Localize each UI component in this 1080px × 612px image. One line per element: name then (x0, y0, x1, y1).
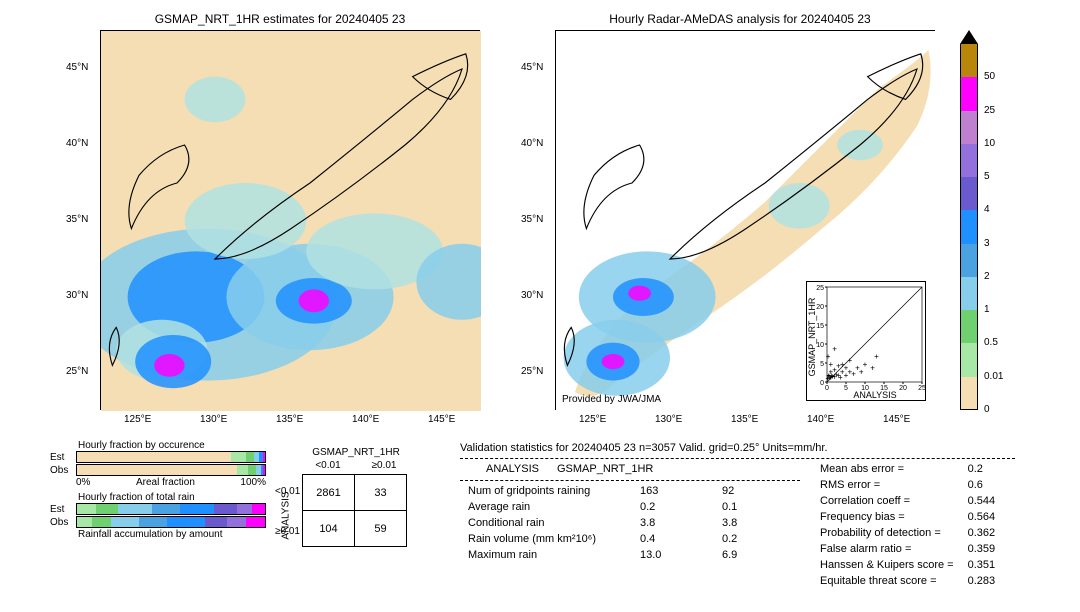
left-map-svg (101, 31, 481, 411)
est-tot-bar (76, 503, 266, 515)
svg-text:+: + (832, 345, 837, 354)
colorbar-label: 25 (984, 105, 995, 116)
tick-label: 130°E (200, 414, 227, 425)
svg-text:+: + (870, 364, 875, 373)
tick-label: 140°E (352, 414, 379, 425)
tick-label: 45°N (66, 62, 88, 73)
est-occ-bar (76, 451, 266, 463)
left-map (100, 30, 480, 410)
tick-label: 140°E (807, 414, 834, 425)
colorbar-label: 50 (984, 71, 995, 82)
cont-col1: ≥0.01 (356, 460, 412, 471)
dash-top (460, 458, 1015, 459)
validation-title: Validation statistics for 20240405 23 n=… (460, 442, 828, 454)
provider-label: Provided by JWA/JMA (562, 394, 661, 405)
tick-label: 135°E (276, 414, 303, 425)
svg-text:+: + (874, 352, 879, 361)
tick-label: 30°N (521, 290, 543, 301)
colorbar-label: 1 (984, 304, 990, 315)
colorbar-label: 0.5 (984, 337, 998, 348)
tick-label: 145°E (883, 414, 910, 425)
cont-row1: ≥0.01 (275, 526, 300, 537)
scatter-inset: ++++++++++++++++++++++++++++++ 051015202… (806, 281, 926, 401)
cont-row0: <0.01 (275, 486, 300, 497)
validation-rows: Num of gridpoints raining16392Average ra… (458, 482, 796, 564)
svg-text:20: 20 (899, 385, 907, 392)
tick-label: 30°N (66, 290, 88, 301)
scatter-svg: ++++++++++++++++++++++++++++++ 051015202… (807, 282, 927, 402)
svg-text:5: 5 (844, 385, 848, 392)
svg-text:ANALYSIS: ANALYSIS (853, 390, 896, 400)
validation-table: ANALYSISGSMAP_NRT_1HR (458, 460, 663, 478)
obs-occ-bar (76, 464, 266, 476)
tick-label: 125°E (579, 414, 606, 425)
est-label-2: Est (50, 504, 76, 515)
est-label: Est (50, 452, 76, 463)
tick-label: 25°N (66, 366, 88, 377)
colorbar-label: 4 (984, 204, 990, 215)
svg-text:20: 20 (816, 304, 824, 311)
contingency-col-header: GSMAP_NRT_1HR (300, 447, 412, 458)
svg-text:25: 25 (816, 285, 824, 292)
colorbar-label: 0 (984, 404, 990, 415)
tick-label: 145°E (428, 414, 455, 425)
svg-text:0: 0 (825, 385, 829, 392)
colorbar (960, 30, 978, 410)
cont-10: 104 (303, 511, 355, 547)
xlabel: Areal fraction (136, 477, 195, 488)
cont-11: 59 (355, 511, 407, 547)
colorbar-label: 10 (984, 138, 995, 149)
colorbar-label: 3 (984, 238, 990, 249)
tick-label: 25°N (521, 366, 543, 377)
left-map-title: GSMAP_NRT_1HR estimates for 20240405 23 (80, 12, 480, 26)
tick-label: 35°N (521, 214, 543, 225)
svg-text:+: + (830, 372, 835, 381)
svg-text:25: 25 (918, 385, 926, 392)
cont-00: 2861 (303, 475, 355, 511)
right-map: Provided by JWA/JMA ++++++++++++++++++++… (555, 30, 935, 410)
svg-text:10: 10 (816, 342, 824, 349)
svg-text:15: 15 (816, 323, 824, 330)
tick-label: 135°E (731, 414, 758, 425)
fraction-bars: Hourly fraction by occurence Est Obs 0% A… (50, 440, 266, 540)
svg-text:+: + (826, 352, 831, 361)
accum-title: Rainfall accumulation by amount (78, 529, 266, 540)
colorbar-label: 2 (984, 271, 990, 282)
tick-label: 40°N (66, 138, 88, 149)
colorbar-label: 5 (984, 171, 990, 182)
obs-tot-bar (76, 516, 266, 528)
x0-label: 0% (76, 477, 90, 488)
tot-title: Hourly fraction of total rain (78, 492, 266, 503)
tick-label: 35°N (66, 214, 88, 225)
svg-text:5: 5 (820, 361, 824, 368)
x100-label: 100% (240, 477, 266, 488)
tick-label: 45°N (521, 62, 543, 73)
dash-mid (460, 480, 800, 481)
svg-text:+: + (826, 372, 831, 381)
right-map-title: Hourly Radar-AMeDAS analysis for 2024040… (540, 12, 940, 26)
tick-label: 130°E (655, 414, 682, 425)
colorbar-label: 0.01 (984, 371, 1003, 382)
svg-text:GSMAP_NRT_1HR: GSMAP_NRT_1HR (807, 297, 817, 376)
occ-title: Hourly fraction by occurence (78, 440, 266, 451)
tick-label: 125°E (124, 414, 151, 425)
score-rows: Mean abs error =0.2RMS error =0.6Correla… (810, 460, 1005, 590)
obs-label: Obs (50, 465, 76, 476)
cont-01: 33 (355, 475, 407, 511)
svg-text:+: + (863, 360, 868, 369)
contingency-table: 286133 10459 (302, 474, 407, 547)
svg-text:0: 0 (820, 380, 824, 387)
vh1: ANALYSIS (478, 462, 547, 476)
cont-col0: <0.01 (300, 460, 356, 471)
vh2: GSMAP_NRT_1HR (549, 462, 661, 476)
obs-label-2: Obs (50, 517, 76, 528)
tick-label: 40°N (521, 138, 543, 149)
svg-text:+: + (847, 356, 852, 365)
